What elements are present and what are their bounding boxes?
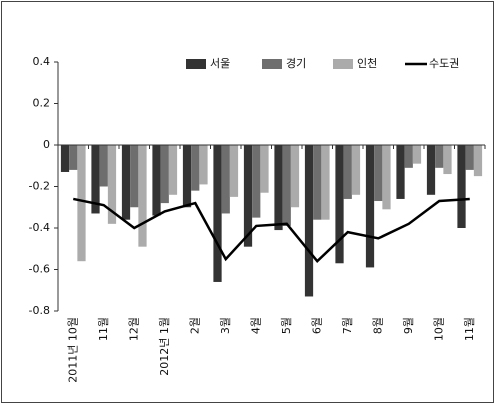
y-tick-label: 0.4: [33, 55, 51, 68]
bar: [121, 145, 131, 220]
bar: [107, 145, 117, 224]
bar: [182, 145, 192, 208]
bar: [213, 145, 222, 282]
line: [73, 197, 470, 264]
legend-label: 수도권: [429, 57, 459, 70]
bar: [435, 145, 444, 168]
bar: [91, 145, 100, 214]
x-tick-label: 3월: [219, 317, 232, 334]
y-tick-label: 0: [43, 138, 50, 151]
y-tick-label: -0.8: [29, 304, 50, 317]
bar: [412, 145, 422, 164]
bar: [351, 145, 361, 195]
bar: [160, 145, 169, 204]
bar: [443, 145, 452, 175]
bar: [229, 145, 239, 197]
bar: [335, 145, 344, 264]
bar: [365, 145, 375, 268]
x-tick-label: 4월: [249, 317, 262, 334]
legend-swatch: [262, 59, 282, 69]
x-tick-label: 11월: [97, 317, 110, 341]
bar: [152, 145, 161, 216]
bar: [252, 145, 261, 218]
bar: [343, 145, 352, 199]
bar: [465, 145, 474, 170]
x-tick-label: 11월: [463, 317, 476, 341]
x-tick-label: 6월: [310, 317, 323, 334]
x-tick-label: 2012년 1월: [158, 317, 171, 376]
bar: [138, 145, 147, 247]
bar: [321, 145, 330, 220]
legend-label: 서울: [210, 57, 230, 70]
legend-swatch: [186, 59, 206, 69]
bar: [168, 145, 178, 195]
x-tick-label: 8월: [371, 317, 384, 334]
bar: [243, 145, 253, 247]
bar: [191, 145, 200, 191]
bar: [221, 145, 230, 214]
bar: [99, 145, 108, 187]
legend-label: 인천: [357, 56, 377, 70]
y-tick-label: 0.2: [33, 97, 51, 110]
bar: [304, 145, 314, 297]
bar: [457, 145, 466, 228]
bar: [60, 145, 70, 172]
legend-swatch: [333, 59, 353, 69]
bar: [274, 145, 283, 231]
x-tick-label: 5월: [280, 317, 293, 334]
x-tick-label: 7월: [341, 317, 354, 334]
bar: [404, 145, 413, 168]
y-tick-label: -0.4: [29, 221, 50, 234]
bar: [382, 145, 391, 210]
bar: [426, 145, 436, 195]
bar: [260, 145, 269, 193]
legend-label: 경기: [286, 57, 306, 70]
bar: [282, 145, 291, 226]
x-tick-label: 2월: [188, 317, 201, 334]
x-tick-label: 10월: [432, 317, 445, 341]
x-tick-label: 9월: [402, 317, 415, 334]
bar: [313, 145, 322, 220]
bar: [77, 145, 86, 262]
bar: [69, 145, 78, 170]
bar: [199, 145, 208, 185]
bar: [130, 145, 139, 208]
bar: [290, 145, 300, 208]
y-tick-label: -0.2: [29, 180, 50, 193]
y-tick-label: -0.6: [29, 263, 50, 276]
bar: [396, 145, 405, 199]
bar: [473, 145, 483, 177]
x-tick-label: 12월: [127, 317, 140, 341]
x-tick-label: 2011년 10월: [66, 317, 79, 383]
bar: [374, 145, 383, 202]
